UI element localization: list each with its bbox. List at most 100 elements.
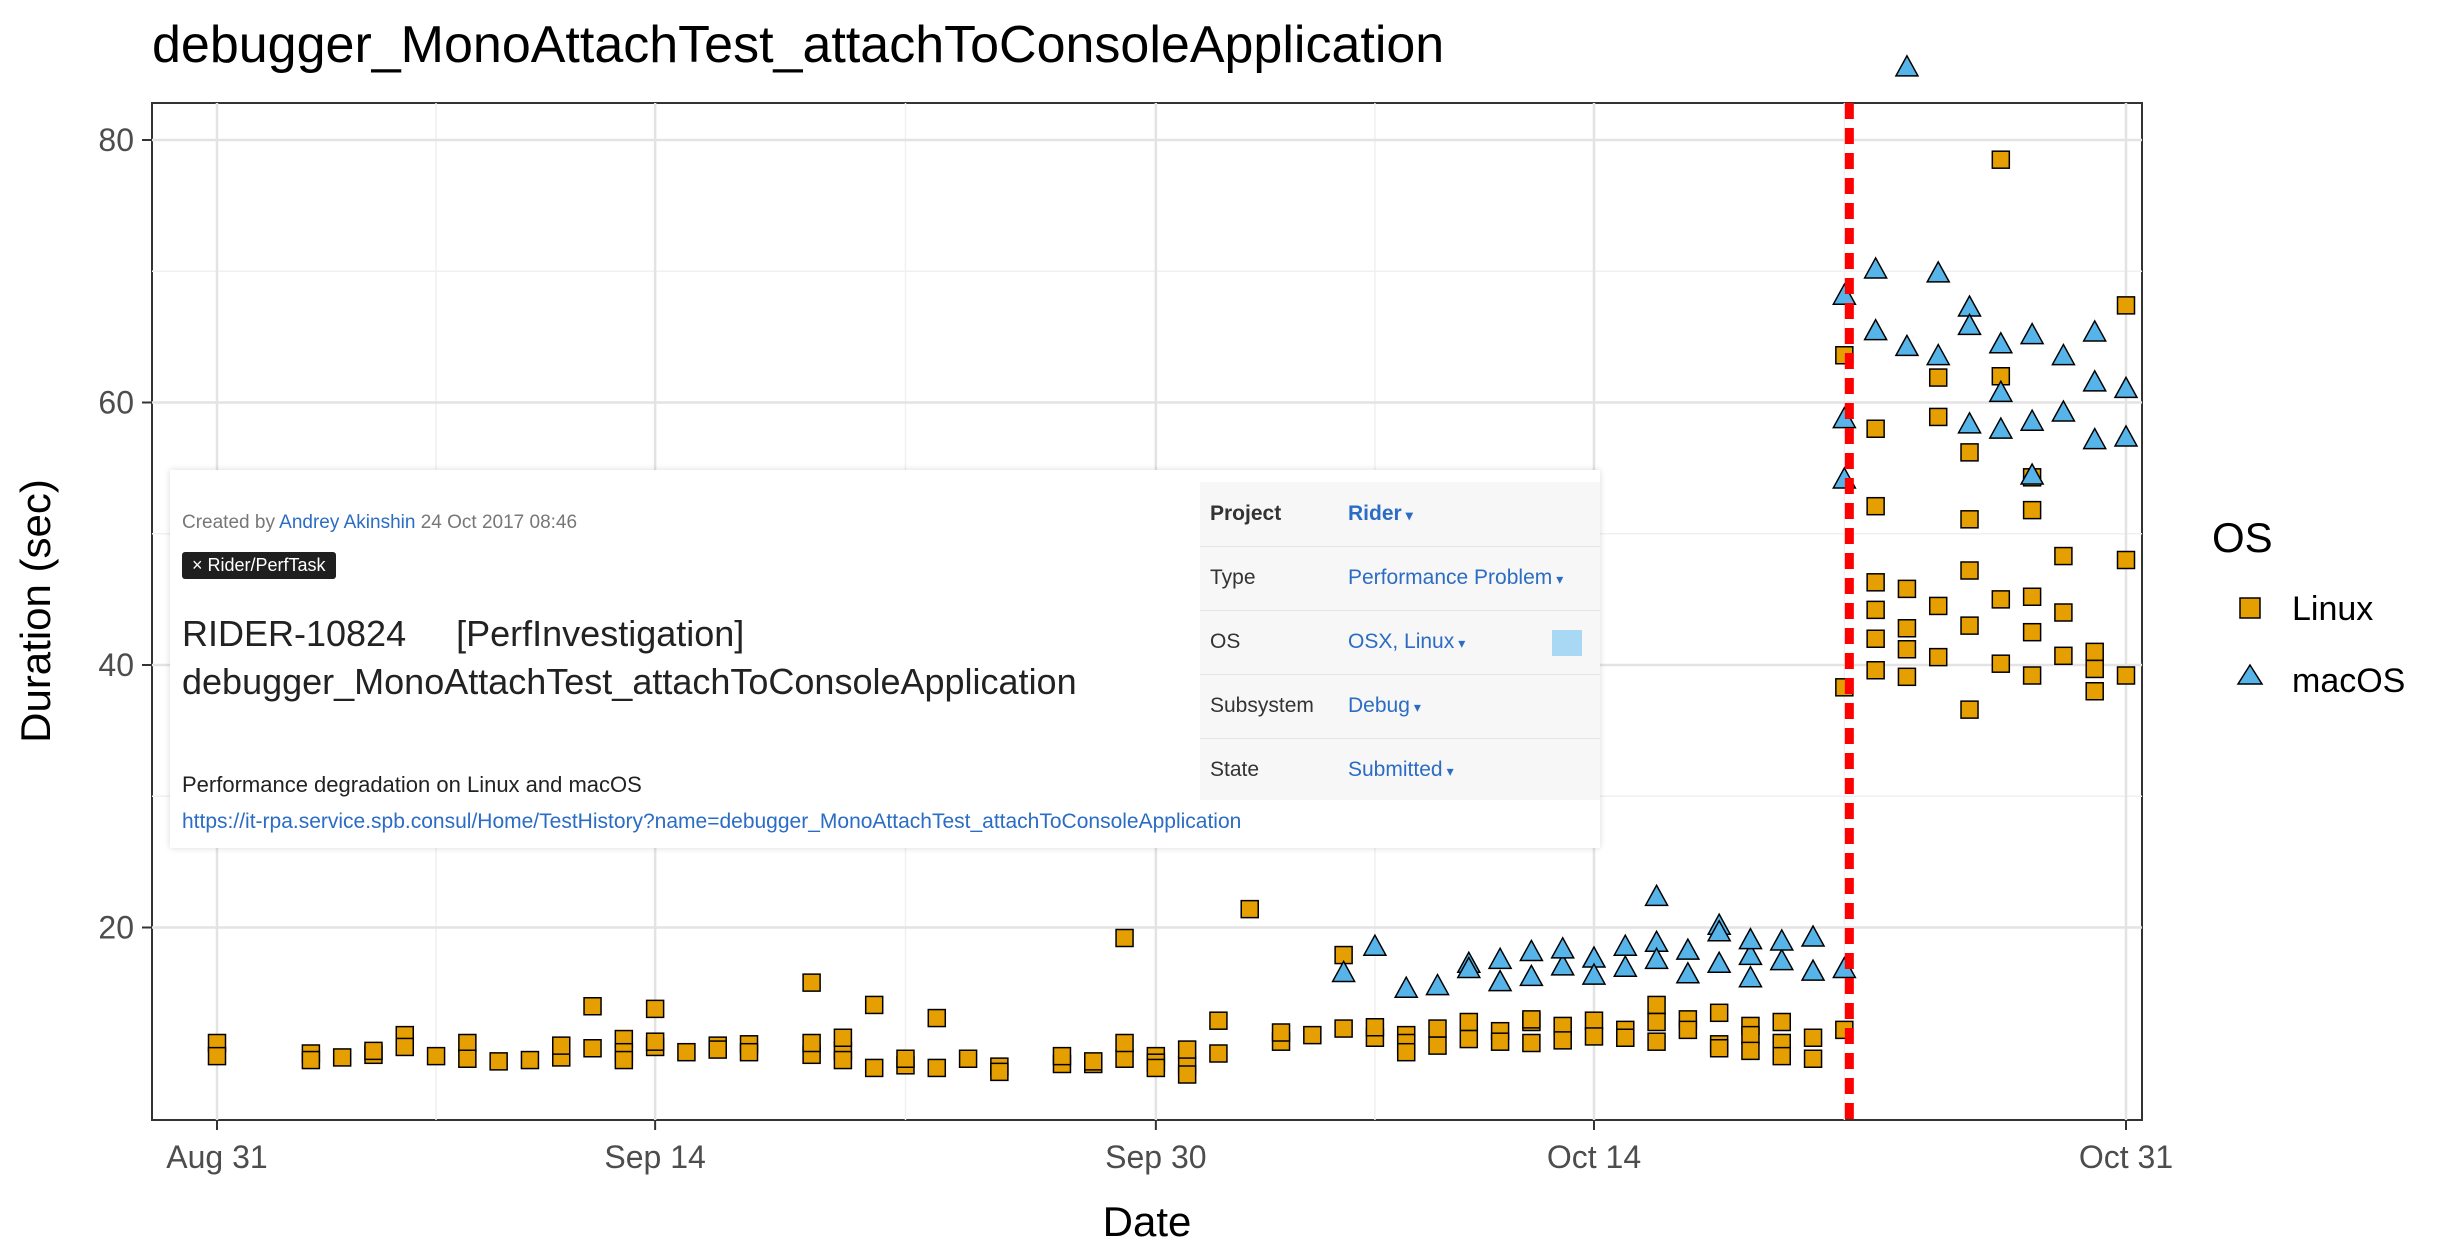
issue-tag[interactable]: × Rider/PerfTask: [182, 552, 336, 579]
legend-title: OS: [2212, 514, 2273, 561]
point-linux: [1741, 1025, 1760, 1045]
point-linux: [1866, 629, 1885, 648]
point-linux: [1772, 1046, 1792, 1066]
point-linux: [864, 995, 884, 1015]
field-state: State Submitted ▾: [1200, 738, 1600, 802]
author-link[interactable]: Andrey Akinshin: [279, 512, 416, 533]
point-linux: [1991, 150, 2011, 169]
point-linux: [958, 1049, 978, 1068]
point-linux: [1177, 1040, 1197, 1059]
field-value-os[interactable]: OSX, Linux ▾: [1348, 630, 1466, 653]
point-linux: [677, 1042, 696, 1062]
x-tick-label: Sep 14: [604, 1139, 705, 1175]
legend-square-icon: [2239, 597, 2261, 619]
x-tick-label: Oct 14: [1547, 1139, 1641, 1175]
x-axis-title: Date: [1103, 1198, 1192, 1245]
field-value-project[interactable]: Rider ▾: [1348, 502, 1413, 525]
point-linux: [551, 1036, 571, 1055]
chevron-down-icon: ▾: [1556, 571, 1564, 587]
y-tick-label: 60: [98, 385, 134, 421]
point-linux: [1897, 579, 1917, 599]
point-linux: [927, 1058, 947, 1078]
created-date: 24 Oct 2017 08:46: [415, 512, 578, 533]
field-label-state: State: [1210, 758, 1260, 781]
point-linux: [896, 1049, 915, 1068]
issue-title: RIDER-10824 [PerfInvestigation] debugger_…: [182, 610, 1077, 706]
point-linux: [2022, 666, 2042, 685]
point-linux: [520, 1050, 540, 1070]
point-macos: [1863, 318, 1888, 341]
point-linux: [1177, 1065, 1197, 1084]
point-linux: [1866, 419, 1885, 438]
point-macos: [1519, 963, 1544, 987]
point-linux: [2022, 622, 2042, 642]
point-linux: [1960, 443, 1979, 462]
point-macos: [1925, 343, 1951, 366]
point-macos: [2082, 319, 2107, 342]
x-tick-label: Aug 31: [166, 1139, 267, 1175]
point-macos: [1393, 975, 1419, 998]
chevron-down-icon: ▾: [1413, 699, 1421, 715]
point-linux: [1897, 619, 1917, 638]
point-linux: [458, 1033, 477, 1053]
point-linux: [1303, 1025, 1322, 1045]
point-linux: [1240, 899, 1259, 919]
point-macos: [1331, 959, 1356, 983]
point-linux: [2116, 296, 2136, 315]
point-linux: [1928, 647, 1948, 667]
point-macos: [1644, 946, 1669, 970]
point-linux: [1709, 1003, 1729, 1023]
point-macos: [1613, 954, 1638, 977]
point-macos: [1738, 942, 1763, 966]
point-linux: [1616, 1028, 1635, 1047]
point-macos: [1738, 927, 1763, 950]
point-linux: [1741, 1041, 1760, 1061]
point-macos: [1894, 54, 1920, 77]
field-value-type[interactable]: Performance Problem ▾: [1348, 566, 1564, 589]
point-linux: [1334, 1019, 1353, 1038]
point-linux: [2085, 659, 2104, 679]
point-linux: [645, 999, 665, 1019]
point-macos: [1487, 946, 1513, 970]
legend-label-macos: macOS: [2292, 662, 2405, 700]
point-linux: [1866, 600, 1885, 620]
field-value-subsystem[interactable]: Debug ▾: [1348, 694, 1421, 717]
point-linux: [1584, 1027, 1604, 1046]
chevron-down-icon: ▾: [1405, 507, 1413, 523]
point-linux: [1428, 1036, 1447, 1055]
field-subsystem: Subsystem Debug ▾: [1200, 674, 1600, 739]
point-macos: [1550, 953, 1575, 976]
point-linux: [1647, 1012, 1666, 1032]
field-value-state[interactable]: Submitted ▾: [1348, 758, 1454, 781]
point-macos: [2082, 369, 2107, 392]
point-linux: [927, 1008, 947, 1028]
point-linux: [2085, 682, 2104, 701]
issue-description: Performance degradation on Linux and mac…: [182, 772, 642, 797]
point-macos: [1894, 333, 1920, 357]
point-macos: [1581, 962, 1607, 985]
y-tick-label: 40: [98, 647, 134, 683]
point-linux: [1960, 510, 1979, 529]
point-linux: [1522, 1033, 1541, 1053]
issue-id: RIDER-10824: [182, 613, 407, 654]
point-linux: [395, 1037, 415, 1057]
point-linux: [1991, 590, 2011, 609]
point-linux: [833, 1050, 853, 1070]
test-history-link[interactable]: https://it-rpa.service.spb.consul/Home/T…: [182, 810, 1242, 833]
point-linux: [2022, 587, 2042, 606]
point-linux: [1772, 1012, 1792, 1032]
point-macos: [1706, 919, 1732, 942]
point-macos: [1487, 969, 1513, 992]
field-label-subsystem: Subsystem: [1210, 694, 1314, 717]
point-linux: [2116, 666, 2136, 685]
point-linux: [2054, 603, 2073, 622]
point-linux: [708, 1040, 727, 1059]
point-linux: [1866, 496, 1885, 516]
chevron-down-icon: ▾: [1458, 635, 1466, 651]
legend-label-linux: Linux: [2292, 590, 2373, 628]
created-line: Created by Andrey Akinshin 24 Oct 2017 0…: [182, 512, 577, 534]
point-linux: [1928, 407, 1948, 427]
point-linux: [2085, 642, 2104, 662]
point-linux: [1866, 661, 1885, 680]
point-linux: [739, 1042, 759, 1062]
